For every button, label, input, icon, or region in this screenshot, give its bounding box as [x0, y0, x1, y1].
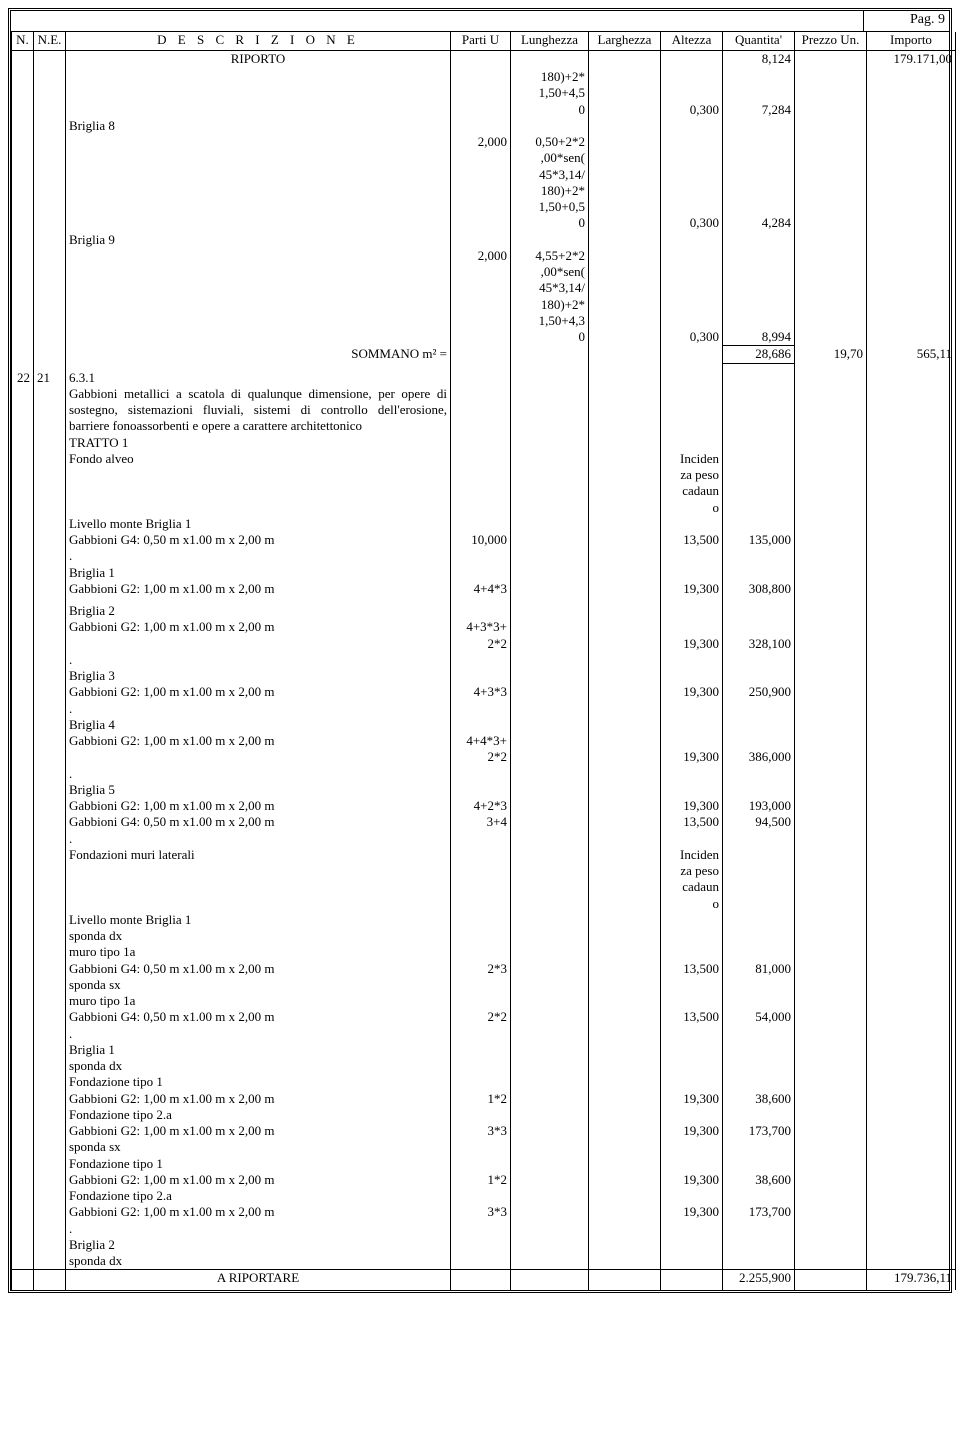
riporto-label: RIPORTO	[66, 51, 451, 70]
table-row: 1,50+0,5	[12, 199, 956, 215]
table-row: 45*3,14/	[12, 167, 956, 183]
table-row: Gabbioni G2: 1,00 m x1.00 m x 2,00 m4+4*…	[12, 733, 956, 749]
col-quantita: Quantita'	[723, 32, 795, 51]
table-row: 1,50+4,5	[12, 85, 956, 101]
table-row: ,00*sen(	[12, 264, 956, 280]
table-row: Briglia 8	[12, 118, 956, 134]
col-importo: Importo	[867, 32, 956, 51]
table-row: sponda dx	[12, 928, 956, 944]
table-row: 22216.3.1	[12, 370, 956, 386]
table-row: Gabbioni G2: 1,00 m x1.00 m x 2,00 m1*21…	[12, 1172, 956, 1188]
table-row: Gabbioni G2: 1,00 m x1.00 m x 2,00 m1*21…	[12, 1091, 956, 1107]
table-row: Briglia 3	[12, 668, 956, 684]
table-row: Gabbioni metallici a scatola di qualunqu…	[12, 386, 956, 435]
table-row: TRATTO 1	[12, 435, 956, 451]
table-row: sponda dx	[12, 1058, 956, 1074]
table-row: ,00*sen(	[12, 150, 956, 166]
table-row: Gabbioni G4: 0,50 m x1.00 m x 2,00 m10,0…	[12, 532, 956, 548]
table-row: SOMMANO m² =28,68619,70565,11	[12, 346, 956, 363]
table-row: .	[12, 831, 956, 847]
page-number-bar: Pag. 9	[11, 11, 949, 32]
col-altezza: Altezza	[661, 32, 723, 51]
table-row: Briglia 2	[12, 603, 956, 619]
col-ne: N.E.	[34, 32, 66, 51]
table-row: sponda dx	[12, 1253, 956, 1270]
table-row: 00,3007,284	[12, 102, 956, 118]
table-row: cadaun	[12, 483, 956, 499]
table-row: RIPORTO8,124179.171,00	[12, 51, 956, 70]
table-row: Gabbioni G2: 1,00 m x1.00 m x 2,00 m4+2*…	[12, 798, 956, 814]
table-row: A RIPORTARE2.255,900179.736,11	[12, 1270, 956, 1291]
table-row: o	[12, 500, 956, 516]
table-row: Gabbioni G2: 1,00 m x1.00 m x 2,00 m4+3*…	[12, 684, 956, 700]
table-row: za peso	[12, 467, 956, 483]
col-lunghezza: Lunghezza	[511, 32, 589, 51]
table-row: Livello monte Briglia 1	[12, 516, 956, 532]
col-parti: Parti U	[451, 32, 511, 51]
table-row: 2,0004,55+2*2	[12, 248, 956, 264]
table-row: Fondazione tipo 1	[12, 1074, 956, 1090]
table-row: 45*3,14/	[12, 280, 956, 296]
table-row: 2*219,300328,100	[12, 636, 956, 652]
table-header: N. N.E. D E S C R I Z I O N E Parti U Lu…	[12, 32, 956, 51]
item-code: 6.3.1	[66, 370, 451, 386]
table-row: sponda sx	[12, 977, 956, 993]
table-row: Gabbioni G4: 0,50 m x1.00 m x 2,00 m2*31…	[12, 961, 956, 977]
table-row: 180)+2*	[12, 297, 956, 313]
col-prezzo: Prezzo Un.	[795, 32, 867, 51]
table-row: Livello monte Briglia 1	[12, 912, 956, 928]
table-row: .	[12, 1026, 956, 1042]
table-row: .	[12, 652, 956, 668]
table-row: 180)+2*	[12, 69, 956, 85]
page-number: Pag. 9	[910, 12, 945, 28]
table-row: Gabbioni G4: 0,50 m x1.00 m x 2,00 m2*21…	[12, 1009, 956, 1025]
table-row: sponda sx	[12, 1139, 956, 1155]
page-frame: Pag. 9 N. N.E. D E S C R I Z I O N E Par…	[8, 8, 952, 1293]
table-row: .	[12, 1221, 956, 1237]
table-row: .	[12, 548, 956, 564]
table-row: Gabbioni G2: 1,00 m x1.00 m x 2,00 m3*31…	[12, 1204, 956, 1220]
table-row: Gabbioni G4: 0,50 m x1.00 m x 2,00 m3+41…	[12, 814, 956, 830]
table-row: 180)+2*	[12, 183, 956, 199]
table-row: cadaun	[12, 879, 956, 895]
table-row: o	[12, 896, 956, 912]
table-body: RIPORTO8,124179.171,00180)+2*1,50+4,500,…	[12, 51, 956, 1291]
item-n: 22	[12, 370, 34, 386]
table-row: Fondazione tipo 2.a	[12, 1188, 956, 1204]
item-description: Gabbioni metallici a scatola di qualunqu…	[66, 386, 451, 435]
table-row: muro tipo 1a	[12, 944, 956, 960]
table-row: Briglia 1	[12, 565, 956, 581]
table-row: 1,50+4,3	[12, 313, 956, 329]
col-n: N.	[12, 32, 34, 51]
table-row: 00,3008,994	[12, 329, 956, 346]
table-row: Gabbioni G2: 1,00 m x1.00 m x 2,00 m4+4*…	[12, 581, 956, 597]
table-row: muro tipo 1a	[12, 993, 956, 1009]
table-row: Fondazione tipo 2.a	[12, 1107, 956, 1123]
table-row: Briglia 2	[12, 1237, 956, 1253]
item-ne: 21	[34, 370, 66, 386]
table-row: Gabbioni G2: 1,00 m x1.00 m x 2,00 m3*31…	[12, 1123, 956, 1139]
table-row: Fondazione tipo 1	[12, 1156, 956, 1172]
table-row: 2*219,300386,000	[12, 749, 956, 765]
a-riportare-label: A RIPORTARE	[66, 1270, 451, 1291]
table-row: Briglia 1	[12, 1042, 956, 1058]
table-row: Gabbioni G2: 1,00 m x1.00 m x 2,00 m4+3*…	[12, 619, 956, 635]
table-row: Briglia 5	[12, 782, 956, 798]
table-row: .	[12, 766, 956, 782]
table-row: za peso	[12, 863, 956, 879]
table-row: .	[12, 701, 956, 717]
table-row: 2,0000,50+2*2	[12, 134, 956, 150]
table-row: Fondo alveoInciden	[12, 451, 956, 467]
table-row: Briglia 4	[12, 717, 956, 733]
table-row: 00,3004,284	[12, 215, 956, 231]
col-larghezza: Larghezza	[589, 32, 661, 51]
table-row: Briglia 9	[12, 232, 956, 248]
table-row: Fondazioni muri lateraliInciden	[12, 847, 956, 863]
estimate-table: N. N.E. D E S C R I Z I O N E Parti U Lu…	[11, 32, 956, 1290]
col-desc: D E S C R I Z I O N E	[66, 32, 451, 51]
sommano-label: SOMMANO m² =	[66, 346, 451, 363]
